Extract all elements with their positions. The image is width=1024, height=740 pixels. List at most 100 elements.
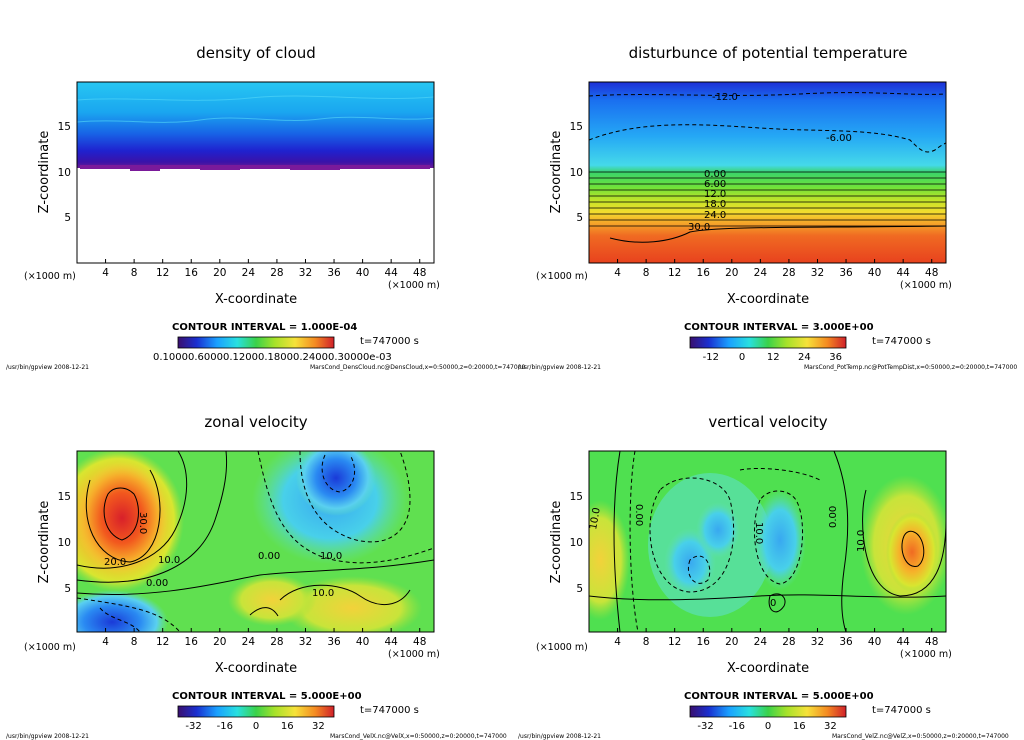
x-tick-label: 48 bbox=[925, 267, 938, 279]
y-axis-title: Z-coordinate bbox=[37, 501, 52, 584]
panel-title: disturbunce of potential temperature bbox=[629, 44, 908, 62]
x-tick-label: 28 bbox=[270, 267, 283, 279]
x-scale-label: (×1000 m) bbox=[388, 280, 440, 291]
x-tick-label: 28 bbox=[782, 636, 795, 648]
x-tick-label: 36 bbox=[327, 636, 341, 648]
x-tick-label: 28 bbox=[270, 636, 283, 648]
panel-zonal-velocity: zonal velocity 30.0 20.0 bbox=[6, 413, 507, 740]
colorbar-tick-label: 36 bbox=[829, 352, 842, 363]
y-tick-label: 5 bbox=[576, 212, 583, 224]
contour-label: 10.0 bbox=[312, 588, 334, 599]
x-tick-label: 48 bbox=[413, 267, 426, 279]
plot-frame bbox=[588, 81, 947, 264]
contour-interval: CONTOUR INTERVAL = 5.000E+00 bbox=[172, 691, 362, 702]
colorbar-tick-label: 24 bbox=[798, 352, 811, 363]
contour-label: 30.0 bbox=[688, 222, 710, 233]
colorbar-tick-label: 32 bbox=[312, 721, 325, 732]
y-tick-label: 15 bbox=[570, 121, 583, 133]
y-tick-label: 15 bbox=[570, 491, 583, 503]
time-label: t=747000 s bbox=[872, 705, 931, 716]
contour-label: 0.00 bbox=[258, 551, 280, 562]
contour-label: 0 bbox=[770, 598, 776, 609]
x-tick-label: 44 bbox=[896, 267, 910, 279]
colorbar-tick-label: -32 bbox=[697, 721, 713, 732]
x-axis-title: X-coordinate bbox=[215, 292, 297, 307]
y-tick-label: 15 bbox=[58, 121, 71, 133]
y-axis: 5 10 15 Z-coordinate (×1000 m) bbox=[24, 121, 76, 282]
contour-label: 20.0 bbox=[104, 557, 126, 568]
footer-right: MarsCond_VelZ.nc@VelZ,x=0:50000,z=0:2000… bbox=[832, 733, 1009, 740]
x-tick-label: 40 bbox=[356, 267, 369, 279]
contour-labels: 10.0 0.00 10.0 0.00 10.0 0 bbox=[588, 504, 867, 609]
x-axis: 4 8 12 16 20 24 28 32 36 40 44 48 X-coordinate (×10… bbox=[102, 259, 440, 307]
contour-label: 18.0 bbox=[704, 199, 726, 210]
x-axis: 4 8 12 16 20 24 28 32 36 40 44 48 X-coordinate (×10… bbox=[614, 259, 952, 307]
footer-right: MarsCond_DensCloud.nc@DensCloud,x=0:5000… bbox=[310, 364, 525, 371]
time-label: t=747000 s bbox=[360, 336, 419, 347]
x-tick-label: 12 bbox=[668, 636, 681, 648]
panel-density-of-cloud: density of cloud 5 10 15 Z-coordinate (×… bbox=[6, 44, 525, 371]
colorbar bbox=[689, 336, 847, 349]
y-axis: 5 10 15 Z-coordinate (×1000 m) bbox=[24, 491, 76, 653]
colorbar bbox=[177, 336, 335, 349]
y-tick-label: 15 bbox=[58, 491, 71, 503]
x-tick-label: 12 bbox=[156, 636, 169, 648]
colorbar bbox=[177, 705, 335, 718]
contour-interval: CONTOUR INTERVAL = 1.000E-04 bbox=[172, 322, 357, 333]
x-tick-label: 24 bbox=[242, 267, 256, 279]
x-tick-label: 4 bbox=[614, 267, 621, 279]
x-axis: 4 8 12 16 20 24 28 32 36 40 44 48 X-coordinate (×10… bbox=[614, 628, 952, 676]
panel-vertical-velocity: vertical velocity 10.0 0.00 1 bbox=[518, 413, 1009, 740]
y-axis-title: Z-coordinate bbox=[37, 131, 52, 214]
x-tick-label: 20 bbox=[725, 267, 738, 279]
x-tick-label: 40 bbox=[868, 636, 881, 648]
footer-left: /usr/bin/gpview 2008-12-21 bbox=[518, 733, 601, 740]
x-tick-label: 40 bbox=[356, 636, 369, 648]
colorbar-label: 0.10000.60000.12000.18000.24000.30000e-0… bbox=[153, 352, 392, 363]
contour-interval: CONTOUR INTERVAL = 3.000E+00 bbox=[684, 322, 874, 333]
y-tick-label: 10 bbox=[570, 167, 583, 179]
panel-potential-temperature: disturbunce of potential temperature -12… bbox=[518, 44, 1017, 371]
x-tick-label: 16 bbox=[697, 267, 711, 279]
x-axis-title: X-coordinate bbox=[727, 292, 809, 307]
x-tick-label: 16 bbox=[185, 636, 199, 648]
x-tick-label: 44 bbox=[384, 636, 398, 648]
colorbar-tick-label: 32 bbox=[824, 721, 837, 732]
panel-title: zonal velocity bbox=[204, 413, 307, 431]
colorbar-tick-label: -16 bbox=[217, 721, 233, 732]
footer-left: /usr/bin/gpview 2008-12-21 bbox=[518, 364, 601, 371]
contour-label: 0.00 bbox=[828, 506, 839, 528]
contour-label: 12.0 bbox=[704, 189, 726, 200]
temperature-field bbox=[589, 82, 946, 263]
x-scale-label: (×1000 m) bbox=[900, 280, 952, 291]
time-label: t=747000 s bbox=[872, 336, 931, 347]
cloud-base bbox=[80, 165, 430, 169]
x-tick-label: 4 bbox=[614, 636, 621, 648]
x-tick-label: 24 bbox=[754, 267, 768, 279]
x-tick-label: 8 bbox=[131, 267, 138, 279]
x-tick-label: 16 bbox=[185, 267, 199, 279]
colorbar-tick-label: 0 bbox=[739, 352, 745, 363]
contour-interval: CONTOUR INTERVAL = 5.000E+00 bbox=[684, 691, 874, 702]
x-axis: 4 8 12 16 20 24 28 32 36 40 44 48 X-coordinate (×10… bbox=[102, 628, 440, 676]
x-tick-label: 24 bbox=[242, 636, 256, 648]
colorbar-tick-label: 16 bbox=[281, 721, 294, 732]
plot-area bbox=[77, 451, 434, 632]
contour-label: 0.00 bbox=[704, 169, 726, 180]
plot-area bbox=[77, 82, 434, 263]
y-tick-label: 10 bbox=[570, 537, 583, 549]
colorbar-tick-label: 0 bbox=[765, 721, 771, 732]
cloud-layer bbox=[77, 82, 434, 168]
time-label: t=747000 s bbox=[360, 705, 419, 716]
y-scale-label: (×1000 m) bbox=[24, 642, 76, 653]
x-axis-title: X-coordinate bbox=[727, 661, 809, 676]
x-tick-label: 48 bbox=[925, 636, 938, 648]
y-axis: 5 10 15 Z-coordinate (×1000 m) bbox=[536, 121, 588, 282]
y-tick-label: 10 bbox=[58, 167, 71, 179]
x-scale-label: (×1000 m) bbox=[900, 649, 952, 660]
y-scale-label: (×1000 m) bbox=[24, 271, 76, 282]
contour-label: -12.0 bbox=[712, 92, 738, 103]
contour-label: 10.0 bbox=[158, 555, 180, 566]
x-tick-label: 8 bbox=[643, 267, 650, 279]
